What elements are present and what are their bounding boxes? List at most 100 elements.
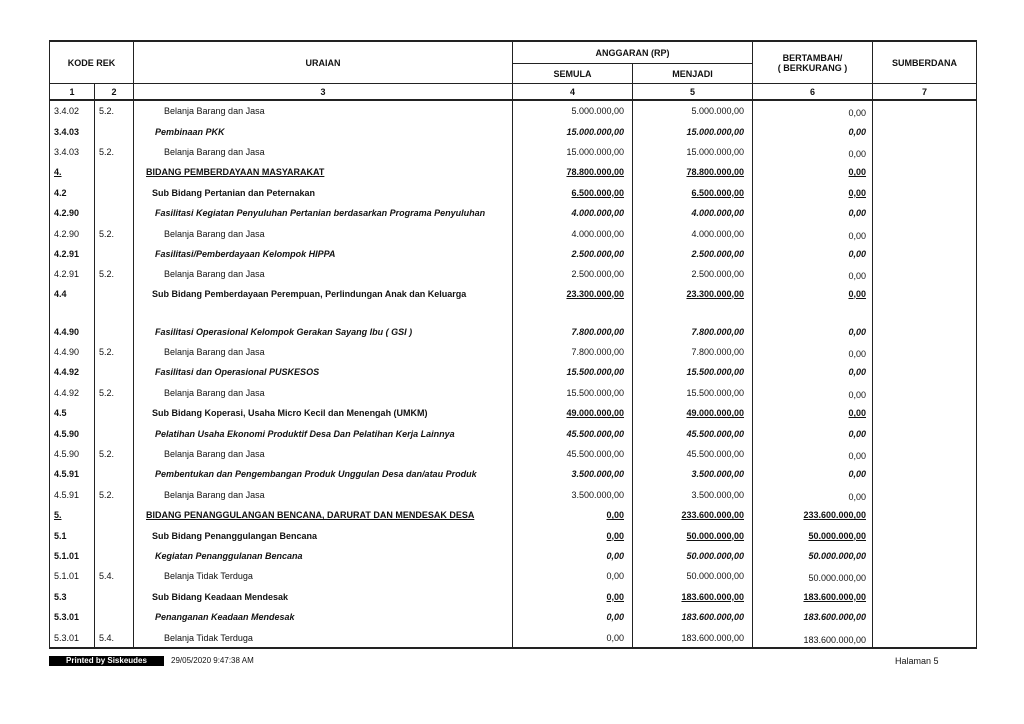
menjadi-cell: 6.500.000,00 (632, 182, 754, 203)
sumberdana-cell (872, 403, 978, 424)
sumberdana-cell (872, 264, 978, 285)
selisih-cell: 0,00 (752, 321, 874, 342)
uraian-cell-text: Sub Bidang Keadaan Mendesak (152, 591, 289, 602)
selisih-cell-text: 0,00 (848, 349, 867, 360)
semula-cell-text: 5.000.000,00 (571, 106, 625, 117)
menjadi-cell: 15.500.000,00 (632, 382, 754, 404)
uraian-cell-text: Belanja Tidak Terduga (164, 632, 253, 643)
menjadi-cell-text: 183.600.000,00 (681, 612, 745, 623)
menjadi-cell-text: 183.600.000,00 (681, 591, 745, 602)
uraian-cell-text: Belanja Barang dan Jasa (164, 269, 265, 280)
selisih-cell-text: 50.000.000,00 (808, 573, 867, 584)
selisih-cell: 0,00 (752, 121, 874, 142)
menjadi-cell-text: 4.000.000,00 (691, 208, 745, 219)
selisih-cell: 0,00 (752, 141, 874, 163)
kode-rek-1: 5.3.01 (49, 627, 95, 649)
semula-cell-text: 0,00 (606, 571, 625, 582)
kode-rek-1-text: 5.1.01 (54, 551, 80, 561)
semula-cell-text: 4.000.000,00 (571, 208, 625, 219)
selisih-cell: 50.000.000,00 (752, 525, 874, 546)
selisih-cell: 233.600.000,00 (752, 505, 874, 526)
menjadi-cell: 78.800.000,00 (632, 162, 754, 183)
header-uraian: URAIAN (133, 40, 514, 84)
table-row: 5.3.01 Penanganan Keadaan Mendesak 0,00 183… (49, 606, 978, 628)
selisih-cell: 50.000.000,00 (752, 566, 874, 587)
header-berkurang: ( BERKURANG ) (777, 62, 848, 73)
selisih-cell: 0,00 (752, 100, 874, 122)
uraian-cell-text: Belanja Barang dan Jasa (164, 106, 265, 117)
sumberdana-cell (872, 464, 978, 485)
kode-rek-1: 5. (49, 505, 95, 526)
semula-cell-text: 2.500.000,00 (571, 269, 625, 280)
kode-rek-1: 4.2.91 (49, 264, 95, 285)
menjadi-cell: 50.000.000,00 (632, 545, 754, 567)
sumberdana-cell (872, 182, 978, 203)
menjadi-cell-text: 15.000.000,00 (686, 146, 745, 157)
menjadi-cell: 7.800.000,00 (632, 321, 754, 342)
selisih-cell-text: 0,00 (848, 469, 867, 480)
semula-cell-text: 2.500.000,00 (571, 248, 625, 259)
menjadi-cell: 7.800.000,00 (632, 341, 754, 363)
kode-rek-2-text: 5.2. (99, 228, 115, 239)
semula-cell: 15.500.000,00 (512, 382, 634, 404)
kode-rek-2 (93, 464, 135, 485)
semula-cell-text: 6.500.000,00 (571, 187, 625, 198)
uraian-cell: Belanja Barang dan Jasa (133, 141, 514, 163)
kode-rek-1-text: 3.4.02 (54, 106, 80, 117)
kode-rek-1: 4.5 (49, 403, 95, 424)
menjadi-cell-text: 6.500.000,00 (691, 187, 745, 198)
selisih-cell-text: 183.600.000,00 (803, 634, 867, 645)
uraian-cell-text: Pembentukan dan Pengembangan Produk Ungg… (155, 469, 477, 480)
semula-cell: 0,00 (512, 566, 634, 587)
semula-cell: 0,00 (512, 525, 634, 546)
kode-rek-1: 4.2 (49, 182, 95, 203)
menjadi-cell: 45.500.000,00 (632, 443, 754, 465)
menjadi-cell-text: 3.500.000,00 (691, 469, 745, 480)
header-menjadi: MENJADI (632, 63, 754, 84)
menjadi-cell-text: 50.000.000,00 (686, 571, 745, 582)
semula-cell: 45.500.000,00 (512, 443, 634, 465)
menjadi-cell: 2.500.000,00 (632, 264, 754, 285)
kode-rek-1-text: 5. (54, 510, 62, 521)
table-row: 5.3 Sub Bidang Keadaan Mendesak 0,00 183.60… (49, 586, 978, 607)
semula-cell-text: 15.000.000,00 (566, 146, 625, 157)
semula-cell-text: 0,00 (606, 530, 625, 541)
semula-cell-text: 3.500.000,00 (571, 469, 625, 480)
uraian-cell: Belanja Barang dan Jasa (133, 264, 514, 285)
kode-rek-1: 4.5.90 (49, 443, 95, 465)
selisih-cell-text: 0,00 (848, 288, 867, 299)
selisih-cell-text: 0,00 (848, 148, 867, 159)
col-number: 6 (752, 83, 874, 101)
table-row: 4.2.91 Fasilitasi/Pemberdayaan Kelompok H… (49, 243, 978, 265)
menjadi-cell-text: 4.000.000,00 (691, 228, 745, 239)
header-bertambah-berkurang: BERTAMBAH/( BERKURANG ) (752, 40, 874, 84)
kode-rek-1-text: 5.1.01 (54, 571, 80, 582)
semula-cell: 0,00 (512, 505, 634, 526)
semula-cell: 45.500.000,00 (512, 423, 634, 444)
kode-rek-1-text: 5.3 (54, 591, 67, 602)
sumberdana-cell (872, 162, 978, 183)
col-number: 4 (512, 83, 634, 101)
kode-rek-2: 5.2. (93, 443, 135, 465)
kode-rek-1-text: 4.4.90 (54, 326, 80, 337)
uraian-cell-text: Belanja Barang dan Jasa (164, 449, 265, 460)
uraian-cell: Sub Bidang Koperasi, Usaha Micro Kecil d… (133, 403, 514, 424)
selisih-cell-text: 0,00 (848, 187, 867, 198)
kode-rek-2-text: 5.2. (99, 489, 115, 500)
uraian-cell-text: Sub Bidang Pemberdayaan Perempuan, Perli… (152, 288, 467, 299)
kode-rek-1: 5.3 (49, 586, 95, 607)
kode-rek-1-text: 4.5 (54, 408, 67, 419)
kode-rek-1: 4.4.92 (49, 382, 95, 404)
uraian-cell: Sub Bidang Pertanian dan Peternakan (133, 182, 514, 203)
menjadi-cell-text: 183.600.000,00 (681, 632, 745, 643)
uraian-cell: Sub Bidang Pemberdayaan Perempuan, Perli… (133, 284, 514, 322)
menjadi-cell: 50.000.000,00 (632, 525, 754, 546)
kode-rek-2 (93, 284, 135, 322)
table-row: 4.5.91 5.2. Belanja Barang dan Jasa 3.500.0… (49, 484, 978, 506)
selisih-cell: 0,00 (752, 223, 874, 244)
table-row: 3.4.02 5.2. Belanja Barang dan Jasa 5.000.0… (49, 100, 978, 122)
menjadi-cell-text: 23.300.000,00 (686, 288, 745, 299)
kode-rek-2 (93, 403, 135, 424)
menjadi-cell: 183.600.000,00 (632, 586, 754, 607)
menjadi-cell-text: 7.800.000,00 (691, 347, 745, 358)
